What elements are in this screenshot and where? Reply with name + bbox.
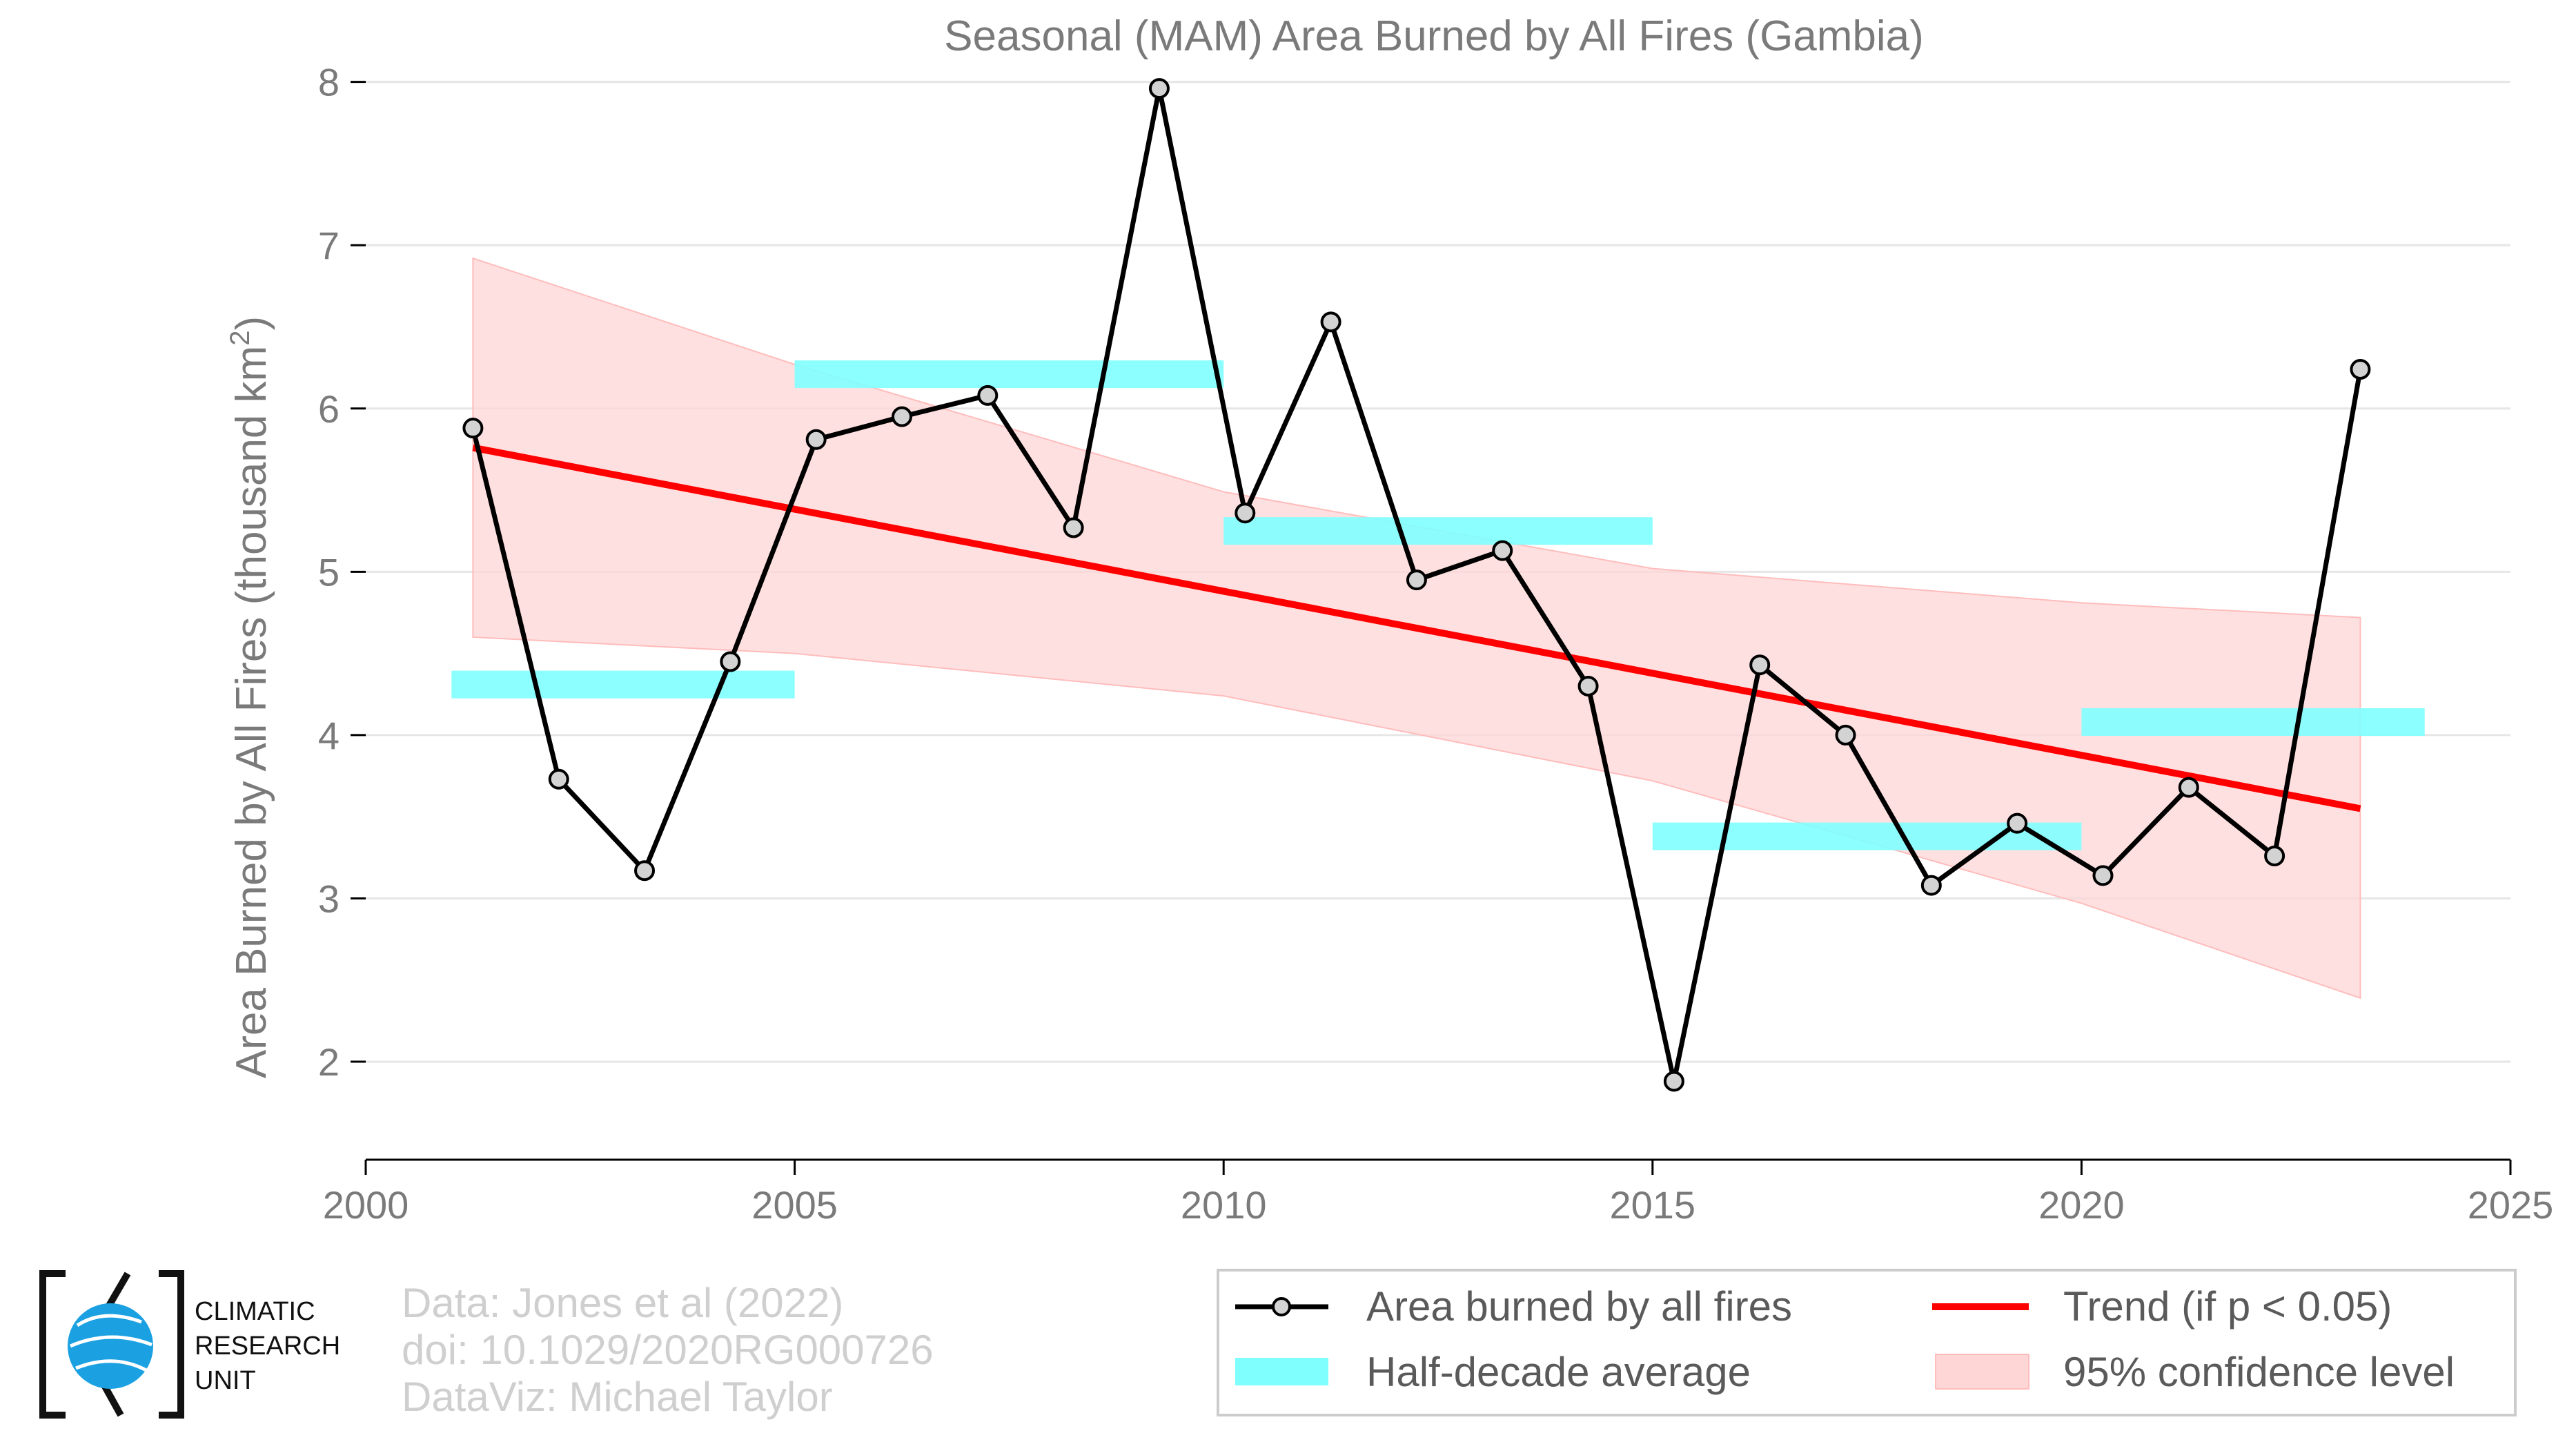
data-point bbox=[462, 418, 484, 439]
data-point bbox=[634, 860, 656, 882]
x-tick-label: 2005 bbox=[751, 1183, 838, 1227]
half-decade-bar bbox=[794, 360, 1224, 389]
data-point bbox=[2264, 845, 2285, 866]
half-decade-layer bbox=[451, 360, 2425, 850]
credit-doi: doi: 10.1029/2020RG000726 bbox=[402, 1327, 934, 1373]
series-layer bbox=[462, 78, 2371, 1092]
y-tick-label: 7 bbox=[318, 224, 340, 267]
data-point bbox=[1320, 311, 1341, 333]
cru-logo: CLIMATIC RESEARCH UNIT bbox=[39, 1270, 340, 1419]
data-point bbox=[892, 406, 912, 427]
y-tick-label: 8 bbox=[318, 61, 340, 104]
data-point bbox=[1063, 517, 1084, 538]
x-tick-label: 2000 bbox=[323, 1183, 409, 1227]
legend: Area burned by all fires Trend (if p < 0… bbox=[1217, 1269, 2517, 1416]
data-point bbox=[1835, 724, 1856, 746]
data-point bbox=[1492, 540, 1513, 561]
data-point bbox=[1148, 78, 1170, 99]
legend-label-series: Area burned by all fires bbox=[1366, 1283, 1792, 1330]
data-point bbox=[2092, 865, 2114, 886]
data-point bbox=[1920, 875, 1942, 896]
x-tick-label: 2015 bbox=[1610, 1183, 1696, 1227]
legend-marker-series bbox=[1272, 1297, 1291, 1316]
half-decade-bar bbox=[1223, 517, 1653, 545]
data-point bbox=[720, 651, 741, 672]
y-tick-label: 6 bbox=[318, 387, 340, 431]
legend-label-trend: Trend (if p < 0.05) bbox=[2063, 1283, 2392, 1330]
y-tick-label: 5 bbox=[318, 550, 340, 594]
credit-data: Data: Jones et al (2022) bbox=[402, 1280, 843, 1326]
y-axis-label: Area Burned by All Fires (thousand km2) bbox=[225, 316, 275, 1078]
data-point bbox=[1577, 675, 1599, 697]
globe-icon bbox=[68, 1303, 153, 1389]
data-point bbox=[1663, 1071, 1684, 1092]
y-tick-label: 3 bbox=[318, 877, 340, 920]
logo-text-line3: UNIT bbox=[195, 1366, 256, 1395]
y-axis-label-main: Area Burned by All Fires (thousand km bbox=[228, 346, 275, 1078]
data-point bbox=[977, 384, 999, 406]
x-tick-label: 2010 bbox=[1181, 1183, 1267, 1227]
credit-dataviz: DataViz: Michael Taylor bbox=[402, 1374, 833, 1420]
legend-label-confidence: 95% confidence level bbox=[2063, 1349, 2455, 1395]
logo-text-line1: CLIMATIC bbox=[195, 1297, 315, 1326]
chart-title: Seasonal (MAM) Area Burned by All Fires … bbox=[944, 12, 1924, 60]
x-tick-label: 2020 bbox=[2038, 1183, 2125, 1227]
data-point bbox=[1235, 503, 1256, 524]
y-axis-label-sup: 2 bbox=[225, 331, 255, 346]
logo-text-line2: RESEARCH bbox=[195, 1332, 340, 1361]
y-tick-label: 2 bbox=[318, 1040, 340, 1084]
legend-swatch-confidence bbox=[1935, 1354, 2029, 1390]
data-point bbox=[1749, 654, 1771, 676]
data-point bbox=[2007, 812, 2028, 834]
legend-label-halfdecade: Half-decade average bbox=[1366, 1349, 1751, 1395]
data-point bbox=[805, 429, 827, 450]
half-decade-bar bbox=[451, 670, 795, 699]
y-tick-label: 4 bbox=[318, 714, 340, 757]
data-point bbox=[2350, 359, 2371, 380]
legend-swatch-halfdecade bbox=[1235, 1358, 1328, 1385]
x-tick-label: 2025 bbox=[2468, 1183, 2554, 1227]
legend-box bbox=[1217, 1269, 2517, 1416]
data-point bbox=[1406, 569, 1427, 591]
axes: 2 3 4 5 6 7 8 2000 2005 2010 2015 2020 2025 bbox=[318, 61, 2553, 1227]
y-axis-label-end: ) bbox=[228, 316, 275, 331]
half-decade-bar bbox=[2081, 708, 2425, 736]
data-point bbox=[548, 768, 569, 790]
data-point bbox=[2178, 777, 2199, 798]
